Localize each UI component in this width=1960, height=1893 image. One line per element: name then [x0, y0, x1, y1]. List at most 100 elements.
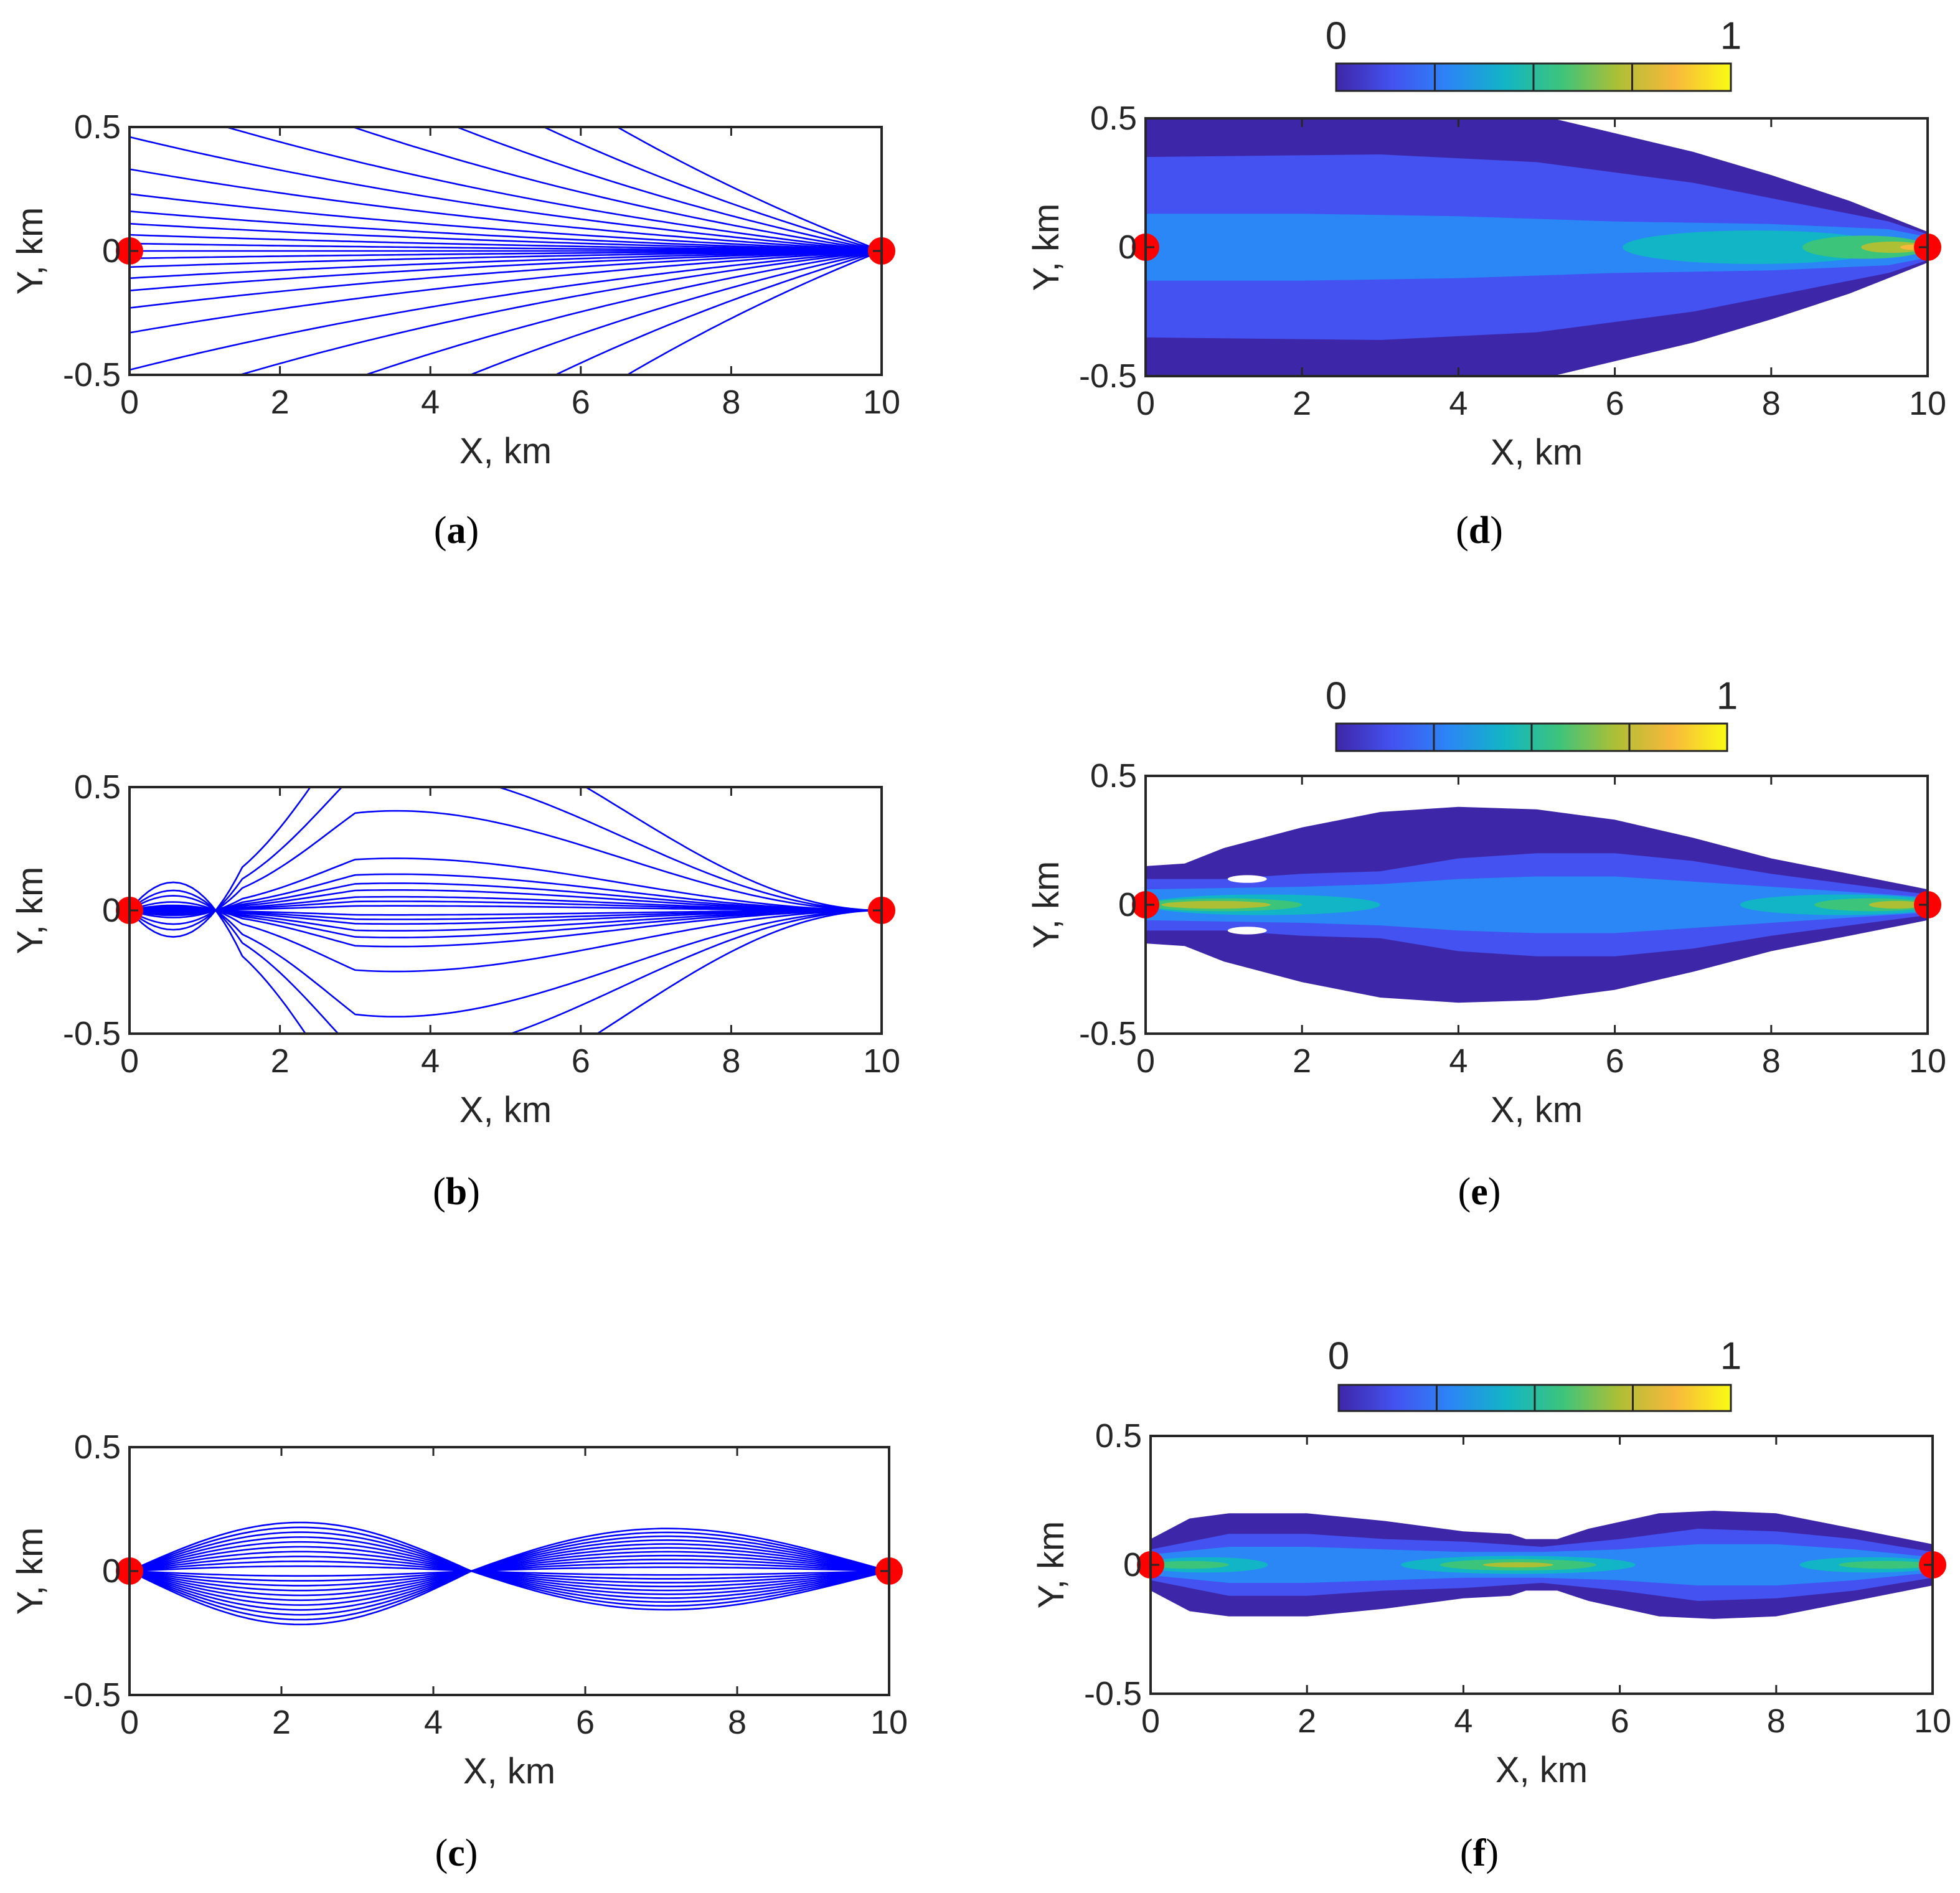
- panel-d: 0 10 2 4 6 8 10-0.500.5X, kmY, km(d): [1026, 14, 1946, 552]
- ray-c-14: [130, 1551, 889, 1597]
- colorbar-min-label-e: 0: [1326, 674, 1347, 717]
- ray-b-12: [130, 905, 882, 938]
- ray-a-9: [130, 250, 882, 268]
- xtick-label-b-5: 10: [863, 1042, 900, 1080]
- xtick-label-e-1: 2: [1293, 1042, 1311, 1080]
- xtick-label-b-3: 6: [572, 1042, 590, 1080]
- ray-a-23: [554, 250, 882, 375]
- xtick-label-d-3: 6: [1606, 385, 1624, 422]
- plot-area-e: [1146, 776, 1928, 1034]
- ytick-label-d-2: 0.5: [1090, 100, 1137, 137]
- xtick-label-b-2: 4: [421, 1042, 440, 1080]
- ytick-label-e-0: -0.5: [1079, 1015, 1137, 1052]
- ray-a-10: [130, 250, 882, 280]
- ytick-label-e-1: 0: [1118, 886, 1137, 923]
- contour-f-9: [1482, 1562, 1553, 1568]
- ray-c-10: [130, 1566, 889, 1577]
- xtick-label-f-4: 8: [1767, 1702, 1786, 1740]
- ray-a-16: [350, 127, 882, 252]
- ray-b-11: [130, 907, 882, 932]
- plot-area-f: [1151, 1436, 1933, 1694]
- ray-a-3: [130, 210, 882, 252]
- caption-a: (a): [434, 509, 479, 552]
- ray-a-11: [130, 250, 882, 291]
- ylabel-d: Y, km: [1026, 204, 1067, 291]
- ylabel-c: Y, km: [10, 1527, 50, 1615]
- ray-b-16: [130, 787, 882, 931]
- ray-b-0: [130, 810, 882, 925]
- xtick-label-d-5: 10: [1909, 385, 1946, 422]
- ray-a-1: [130, 168, 882, 252]
- ray-c-20: [130, 1527, 889, 1626]
- contour-e-2: [1146, 876, 1928, 933]
- ray-a-8: [130, 250, 882, 260]
- ytick-label-c-0: -0.5: [63, 1676, 121, 1714]
- ray-c-15: [130, 1547, 889, 1602]
- hole-e-0: [1227, 875, 1267, 883]
- ray-a-2: [130, 193, 882, 252]
- ray-b-18: [130, 889, 882, 1034]
- xtick-label-c-1: 2: [272, 1704, 291, 1741]
- ray-a-20: [237, 250, 882, 375]
- xlabel-d: X, km: [1491, 432, 1583, 473]
- xtick-label-e-4: 8: [1762, 1042, 1781, 1080]
- ray-b-7: [130, 905, 882, 912]
- panel-f: 0 10 2 4 6 8 10-0.500.5X, kmY, km(f): [1031, 1334, 1951, 1874]
- xtick-label-a-4: 8: [722, 384, 740, 421]
- ytick-label-a-1: 0: [102, 232, 121, 270]
- xtick-label-e-2: 4: [1449, 1042, 1468, 1080]
- xtick-label-a-2: 4: [421, 384, 440, 421]
- ray-a-0: [130, 136, 882, 252]
- xtick-label-b-0: 0: [120, 1042, 139, 1080]
- contour-f-8: [1839, 1560, 1933, 1569]
- ray-a-22: [468, 250, 882, 375]
- xtick-label-f-3: 6: [1611, 1702, 1629, 1740]
- caption-e: (e): [1458, 1171, 1501, 1213]
- ray-c-18: [130, 1535, 889, 1616]
- panel-a: 0 2 4 6 8 10-0.500.5X, kmY, km(a): [10, 108, 900, 552]
- ray-a-4: [130, 222, 882, 252]
- ray-c-9: [130, 1565, 889, 1576]
- ytick-label-b-0: -0.5: [63, 1015, 121, 1052]
- xtick-label-d-0: 0: [1136, 385, 1155, 422]
- plot-area-a: [130, 127, 882, 375]
- ytick-label-a-0: -0.5: [63, 356, 121, 394]
- colorbar-min-label-f: 0: [1328, 1334, 1349, 1377]
- colorbar-min-label-d: 0: [1326, 14, 1347, 57]
- colorbar-max-label-e: 1: [1717, 674, 1738, 717]
- ray-c-2: [130, 1531, 889, 1603]
- ray-c-7: [130, 1555, 889, 1584]
- plot-area-c: [130, 1521, 889, 1626]
- ray-b-14: [130, 901, 882, 973]
- ray-c-19: [130, 1531, 889, 1621]
- xtick-label-f-1: 2: [1298, 1702, 1316, 1740]
- ray-a-12: [130, 250, 882, 309]
- xtick-label-c-5: 10: [870, 1704, 908, 1741]
- ylabel-a: Y, km: [10, 207, 50, 295]
- ray-c-4: [130, 1541, 889, 1595]
- ray-c-11: [130, 1562, 889, 1582]
- ray-c-0: [130, 1521, 889, 1611]
- xtick-label-a-5: 10: [863, 384, 900, 421]
- xlabel-a: X, km: [459, 431, 552, 471]
- contour-e-8: [1868, 900, 1924, 909]
- xtick-label-c-2: 4: [424, 1704, 443, 1741]
- ytick-label-e-2: 0.5: [1090, 757, 1137, 795]
- ray-a-15: [223, 127, 882, 252]
- contour-e-7: [1161, 900, 1271, 909]
- ray-c-3: [130, 1536, 889, 1599]
- ray-c-12: [130, 1559, 889, 1587]
- ray-a-5: [130, 234, 882, 252]
- contour-f-7: [1151, 1560, 1229, 1569]
- ytick-label-b-1: 0: [102, 892, 121, 929]
- ray-c-8: [130, 1560, 889, 1580]
- ray-c-5: [130, 1546, 889, 1592]
- ray-b-13: [130, 904, 882, 948]
- ytick-label-c-2: 0.5: [74, 1428, 121, 1466]
- ray-a-13: [130, 250, 882, 334]
- xtick-label-f-0: 0: [1141, 1702, 1160, 1740]
- xtick-label-f-2: 4: [1454, 1702, 1472, 1740]
